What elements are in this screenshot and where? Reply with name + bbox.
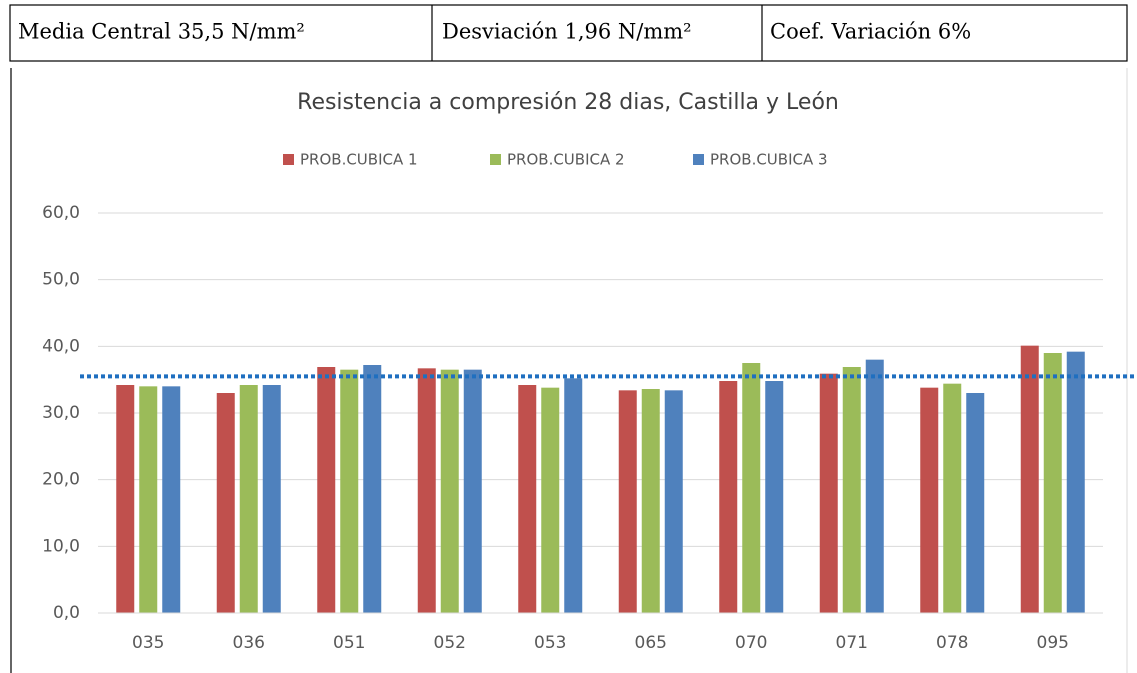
header-cell: Media Central 35,5 N/mm² xyxy=(18,20,305,44)
x-tick-label: 036 xyxy=(233,633,265,653)
legend-label: PROB.CUBICA 2 xyxy=(507,151,625,169)
bar xyxy=(819,373,838,613)
legend-label: PROB.CUBICA 1 xyxy=(300,151,418,169)
bar xyxy=(139,386,158,613)
legend-swatch xyxy=(693,154,704,165)
chart-title: Resistencia a compresión 28 dias, Castil… xyxy=(297,90,839,115)
bar xyxy=(966,393,985,613)
y-tick-label: 10,0 xyxy=(42,536,80,556)
bar xyxy=(1020,345,1039,613)
bar xyxy=(664,390,683,613)
bar xyxy=(742,363,761,613)
y-tick-label: 40,0 xyxy=(42,336,80,356)
bar xyxy=(518,385,537,613)
bar xyxy=(216,393,235,613)
x-tick-label: 095 xyxy=(1037,633,1069,653)
x-tick-label: 035 xyxy=(132,633,164,653)
legend-swatch xyxy=(283,154,294,165)
y-tick-label: 0,0 xyxy=(53,603,80,623)
x-tick-label: 078 xyxy=(936,633,968,653)
header-cell: Coef. Variación 6% xyxy=(770,20,971,44)
bar xyxy=(920,387,939,613)
bar xyxy=(239,385,258,613)
bar xyxy=(417,368,436,613)
bar xyxy=(262,385,281,613)
header-cell: Desviación 1,96 N/mm² xyxy=(442,20,692,44)
x-tick-label: 065 xyxy=(635,633,667,653)
bar xyxy=(116,385,135,613)
x-tick-label: 052 xyxy=(434,633,466,653)
bar xyxy=(363,365,382,613)
bar xyxy=(463,369,482,613)
x-tick-label: 053 xyxy=(534,633,566,653)
y-tick-label: 50,0 xyxy=(42,270,80,290)
bar xyxy=(1066,351,1085,613)
bar xyxy=(719,381,738,613)
bar xyxy=(765,381,784,613)
bar xyxy=(641,389,660,613)
bar xyxy=(340,369,359,613)
bar xyxy=(865,359,884,613)
bar xyxy=(440,369,459,613)
bar xyxy=(564,378,583,613)
bar xyxy=(943,383,962,613)
bar xyxy=(541,387,560,613)
x-tick-label: 070 xyxy=(735,633,767,653)
bar xyxy=(842,367,861,613)
bar xyxy=(1043,353,1062,613)
y-tick-label: 30,0 xyxy=(42,403,80,423)
x-tick-label: 051 xyxy=(333,633,365,653)
legend-swatch xyxy=(490,154,501,165)
header-table xyxy=(9,4,1128,62)
bar xyxy=(162,386,181,613)
bar xyxy=(618,390,637,613)
bar xyxy=(317,367,336,613)
x-tick-label: 071 xyxy=(836,633,868,653)
y-tick-label: 20,0 xyxy=(42,470,80,490)
y-tick-label: 60,0 xyxy=(42,203,80,223)
legend-label: PROB.CUBICA 3 xyxy=(710,151,828,169)
